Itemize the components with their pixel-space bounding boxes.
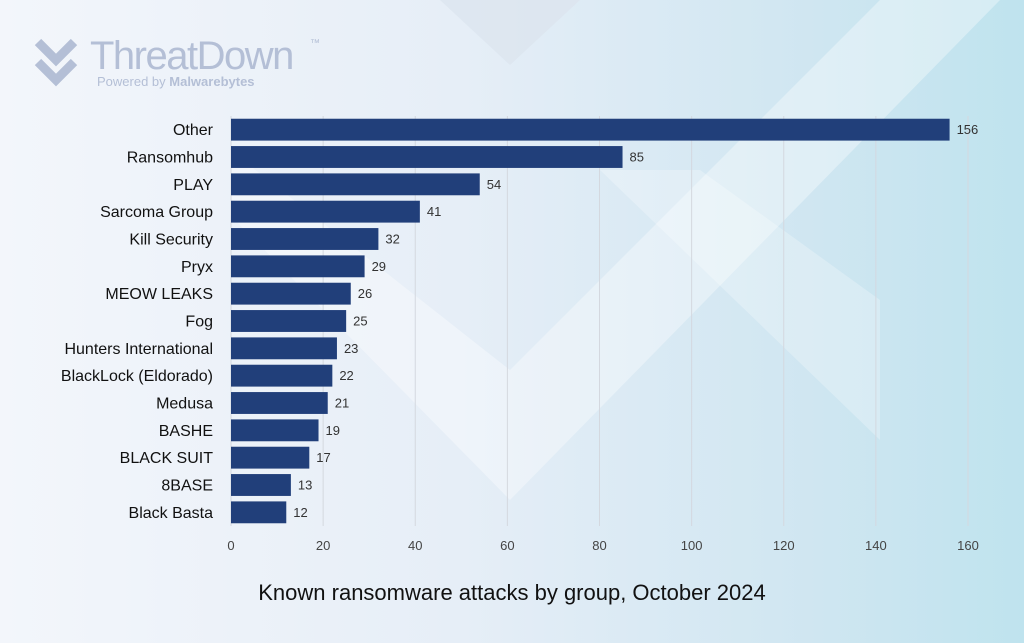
data-label: 156 bbox=[957, 122, 979, 137]
category-label: Sarcoma Group bbox=[100, 204, 213, 221]
x-tick-label: 40 bbox=[408, 538, 422, 553]
category-label: Pryx bbox=[181, 259, 213, 276]
category-label: BLACK SUIT bbox=[120, 450, 214, 467]
data-label: 22 bbox=[339, 368, 353, 383]
bar bbox=[231, 228, 379, 250]
category-label: Other bbox=[173, 122, 214, 139]
data-label: 19 bbox=[326, 423, 340, 438]
data-label: 29 bbox=[372, 259, 386, 274]
powered-by-brand: Malwarebytes bbox=[169, 74, 255, 89]
data-label: 17 bbox=[316, 450, 330, 465]
x-tick-label: 140 bbox=[865, 538, 887, 553]
data-label: 41 bbox=[427, 204, 441, 219]
category-label: PLAY bbox=[173, 177, 213, 194]
category-label: BlackLock (Eldorado) bbox=[61, 368, 213, 385]
x-tick-label: 160 bbox=[957, 538, 979, 553]
data-label: 21 bbox=[335, 396, 349, 411]
x-tick-label: 60 bbox=[500, 538, 514, 553]
bar bbox=[231, 474, 291, 496]
data-label: 23 bbox=[344, 341, 358, 356]
bar bbox=[231, 146, 623, 168]
category-label: Hunters International bbox=[64, 341, 213, 358]
category-label: Kill Security bbox=[129, 232, 213, 249]
category-label: MEOW LEAKS bbox=[105, 286, 213, 303]
bar bbox=[231, 118, 950, 141]
data-label: 32 bbox=[385, 232, 399, 247]
category-label: Black Basta bbox=[129, 505, 214, 522]
bar bbox=[231, 364, 333, 387]
x-tick-label: 20 bbox=[316, 538, 330, 553]
bar bbox=[231, 419, 319, 442]
data-label: 26 bbox=[358, 286, 372, 301]
labels: 0 20 40 60 80 100 120 140 160 Other 156 Ransomhub 85… bbox=[61, 122, 979, 553]
brand-powered-by: Powered by Malwarebytes bbox=[97, 74, 255, 89]
category-label: Medusa bbox=[156, 396, 213, 413]
data-label: 13 bbox=[298, 478, 312, 493]
chart-title: Known ransomware attacks by group, Octob… bbox=[0, 580, 1024, 606]
bars bbox=[231, 118, 950, 524]
bar bbox=[231, 282, 351, 305]
category-label: 8BASE bbox=[161, 478, 213, 495]
chevron-logo-icon bbox=[34, 38, 78, 87]
brand-name: ThreatDown bbox=[90, 34, 294, 78]
data-label: 12 bbox=[293, 505, 307, 520]
x-tick-label: 0 bbox=[227, 538, 234, 553]
data-label: 54 bbox=[487, 177, 501, 192]
category-label: BASHE bbox=[159, 423, 213, 440]
chart-title-text: Known ransomware attacks by group, Octob… bbox=[258, 580, 766, 605]
category-label: Ransomhub bbox=[127, 150, 213, 167]
threatdown-logo: ThreatDown ™ Powered by Malwarebytes bbox=[34, 34, 334, 94]
powered-by-prefix: Powered by bbox=[97, 74, 170, 89]
bar bbox=[231, 255, 365, 278]
bar bbox=[231, 392, 328, 414]
bar bbox=[231, 200, 420, 223]
category-label: Fog bbox=[185, 314, 213, 331]
bar bbox=[231, 337, 337, 360]
bar bbox=[231, 501, 287, 524]
bar bbox=[231, 446, 310, 469]
bar bbox=[231, 173, 480, 196]
data-label: 85 bbox=[630, 150, 644, 165]
x-tick-label: 100 bbox=[681, 538, 703, 553]
x-tick-label: 120 bbox=[773, 538, 795, 553]
bar bbox=[231, 310, 347, 332]
x-tick-label: 80 bbox=[592, 538, 606, 553]
brand-trademark: ™ bbox=[310, 38, 320, 49]
data-label: 25 bbox=[353, 314, 367, 329]
